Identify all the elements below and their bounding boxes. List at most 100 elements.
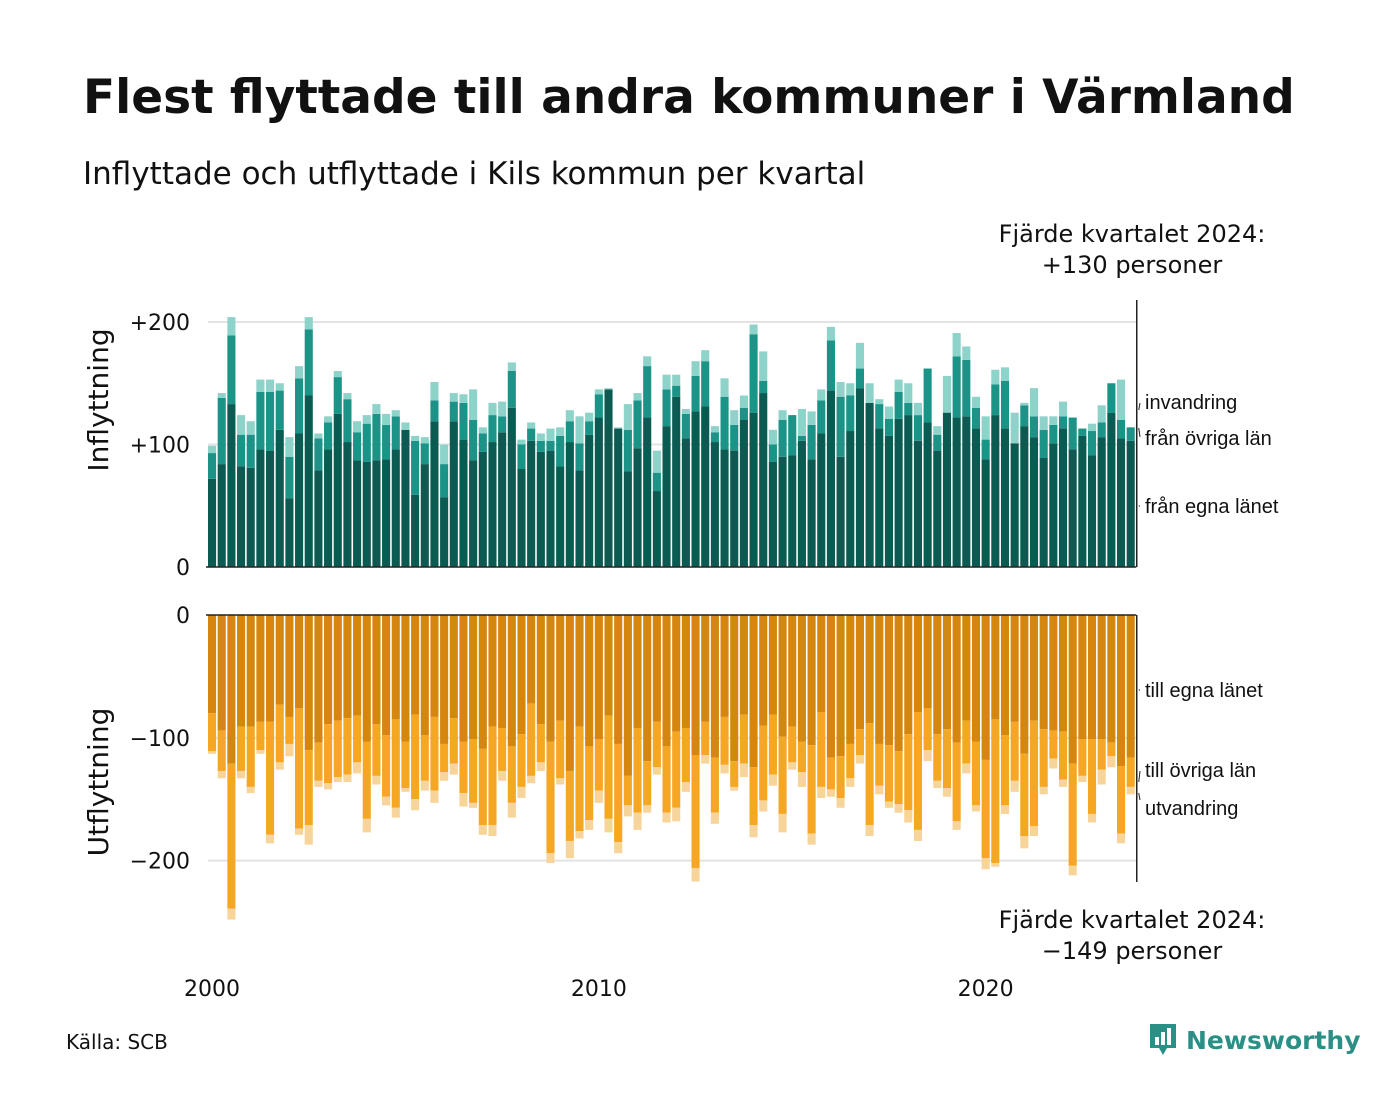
bar-in-0-81 [991,415,1000,567]
bar-out-2-36 [556,778,565,785]
bar-out-2-69 [875,785,884,795]
bar-in-1-95 [1126,427,1135,441]
bar-in-0-24 [440,497,449,567]
bar-in-1-89 [1068,417,1077,450]
bar-out-2-23 [430,790,439,803]
bar-out-1-80 [981,759,990,859]
bar-in-0-22 [420,464,429,567]
bar-out-1-22 [420,735,429,781]
bar-in-0-83 [1010,443,1019,567]
bar-out-1-53 [720,716,729,765]
bar-out-0-29 [488,615,497,727]
y-tick-top-2: +200 [130,311,190,336]
bar-out-1-20 [401,741,410,789]
bar-out-0-71 [894,615,903,752]
bar-out-2-61 [797,772,806,787]
bar-in-0-37 [565,442,574,567]
bar-out-1-81 [991,719,1000,864]
bar-out-1-54 [730,761,739,787]
bar-out-0-38 [575,615,584,727]
bar-in-1-44 [633,400,642,449]
bar-out-1-45 [643,761,652,806]
bar-in-1-46 [652,472,661,492]
bar-in-1-31 [507,371,516,408]
bar-out-1-5 [256,721,265,751]
bar-out-0-39 [585,615,594,747]
bar-in-0-49 [681,438,690,567]
bar-out-2-81 [991,863,1000,867]
bar-out-2-39 [585,820,594,830]
bar-in-2-7 [275,383,284,391]
bar-in-2-45 [643,356,652,367]
bar-out-1-72 [904,734,913,811]
bar-out-0-57 [759,615,768,726]
bar-out-2-25 [449,763,458,775]
bar-out-1-11 [314,742,323,781]
bar-in-1-43 [623,429,632,472]
bar-out-0-65 [836,615,845,757]
bar-out-0-50 [691,615,700,755]
bar-in-2-5 [256,379,265,392]
bar-in-0-8 [285,498,294,567]
bar-in-2-81 [991,369,1000,385]
bar-out-0-40 [594,615,603,740]
bar-out-0-61 [797,615,806,742]
bar-in-2-92 [1097,405,1106,423]
bar-out-2-59 [778,813,787,833]
bar-in-2-33 [527,422,536,429]
bar-out-2-52 [710,812,719,824]
bar-out-0-91 [1087,615,1097,740]
bar-in-2-24 [440,444,449,465]
bar-in-1-38 [575,443,584,471]
bar-in-0-11 [314,470,323,567]
bar-in-1-60 [788,415,797,456]
bar-in-1-9 [295,378,304,434]
bar-in-2-43 [623,404,632,430]
series-label-in-2: från egna länet [1145,496,1279,518]
bar-out-2-26 [459,793,468,807]
bar-in-1-64 [826,340,835,391]
bar-out-2-32 [517,786,526,798]
bar-out-1-67 [855,729,864,755]
bar-in-2-50 [691,361,700,376]
bar-in-0-57 [759,393,768,567]
bar-out-2-54 [730,786,739,791]
series-label-out-2: utvandring [1145,798,1238,820]
bar-in-2-34 [536,433,545,441]
bar-out-1-31 [507,746,516,803]
bar-in-1-25 [449,401,458,422]
bar-out-0-84 [1020,615,1029,754]
bar-out-2-88 [1058,779,1068,787]
bar-in-1-88 [1058,416,1068,429]
bar-in-2-14 [343,393,352,400]
bar-in-2-85 [1029,388,1039,417]
bar-out-0-25 [449,615,458,719]
bar-out-2-60 [788,762,797,770]
bar-in-1-5 [256,391,265,450]
bar-out-0-28 [478,615,487,749]
bar-out-0-21 [411,615,420,715]
bar-out-0-80 [981,615,990,760]
bar-in-0-47 [662,426,671,567]
annotation-bottom-line1: Fjärde kvartalet 2024: [999,906,1266,934]
bar-out-0-46 [652,615,661,722]
bar-out-2-38 [575,831,584,839]
bar-out-2-28 [478,824,487,835]
bar-in-2-62 [807,411,816,425]
bar-out-2-91 [1087,813,1097,823]
bar-in-0-79 [971,428,981,567]
bar-out-0-43 [623,615,632,776]
bar-out-0-27 [469,615,478,740]
bar-out-1-6 [266,721,275,835]
bar-in-1-35 [546,440,555,451]
bar-in-0-80 [981,459,990,567]
bar-out-0-41 [604,615,613,716]
bar-in-0-33 [527,440,536,567]
bar-in-2-67 [855,342,864,369]
bar-out-2-70 [884,801,893,808]
bar-in-1-1 [217,397,226,465]
bar-in-2-55 [739,395,748,408]
bar-in-1-86 [1039,429,1048,458]
bar-in-2-35 [546,428,555,441]
bar-out-1-75 [933,734,942,781]
